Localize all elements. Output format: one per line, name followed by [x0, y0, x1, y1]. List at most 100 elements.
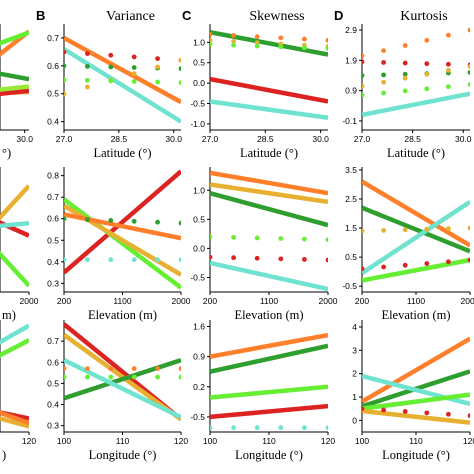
- series-dot: [108, 78, 114, 84]
- series-group: [210, 332, 328, 431]
- series-dot: [85, 374, 90, 380]
- x-tick-label: 2000: [20, 296, 39, 306]
- series-dot: [325, 237, 328, 243]
- series-dot: [362, 406, 365, 412]
- series-dot: [178, 257, 181, 263]
- series-dot: [278, 44, 284, 50]
- series-line: [0, 220, 29, 238]
- series-line: [64, 197, 181, 290]
- series-dot: [467, 64, 470, 69]
- series-dot: [231, 42, 237, 48]
- x-tick-label: 200: [203, 296, 217, 306]
- series-line: [64, 212, 181, 241]
- x-tick-label: 120: [321, 436, 335, 446]
- x-tick-label: 27.0: [354, 134, 371, 144]
- series-dot: [155, 374, 161, 380]
- series-dot: [362, 92, 365, 98]
- series-dot: [381, 264, 386, 270]
- series-dot: [362, 53, 365, 59]
- y-tick-label: 0.6: [47, 357, 59, 367]
- series-line: [0, 71, 29, 82]
- series-dot: [254, 43, 260, 49]
- panel-letter: B: [36, 8, 45, 23]
- series-dot: [64, 374, 67, 380]
- series-dot: [85, 51, 90, 56]
- series-dot: [446, 32, 451, 38]
- series-line: [362, 257, 470, 283]
- x-tick-label: 30.0: [16, 134, 33, 144]
- series-dot: [155, 219, 161, 225]
- series-dot: [302, 36, 307, 42]
- series-dot: [302, 425, 307, 431]
- y-tick-label: 0.5: [47, 235, 59, 245]
- series-dot: [131, 65, 137, 70]
- series-dot: [424, 261, 430, 266]
- series-dot: [178, 366, 181, 372]
- y-tick-label: 2.9: [345, 25, 357, 35]
- series-line: [210, 190, 328, 228]
- series-dot: [210, 41, 213, 47]
- x-tick-label: 110: [116, 436, 130, 446]
- y-tick-label: 1.0: [193, 37, 205, 47]
- y-tick-label: -0.5: [190, 412, 205, 422]
- series-dot: [381, 60, 386, 65]
- series-dot: [381, 407, 386, 413]
- x-axis-label: Elevation (m): [88, 308, 157, 322]
- series-dot: [108, 52, 114, 58]
- series-group: [362, 336, 470, 425]
- x-tick-label: 2000: [461, 296, 474, 306]
- panel-title: Kurtosis: [400, 9, 447, 24]
- series-dot: [424, 61, 430, 67]
- series-dot: [108, 366, 114, 372]
- x-tick-label: 2000: [172, 296, 191, 306]
- series-dot: [85, 64, 90, 69]
- y-tick-label: 0.0: [193, 243, 205, 253]
- series-line: [362, 200, 470, 275]
- series-dot: [362, 59, 365, 65]
- x-tick-label: 100: [203, 436, 217, 446]
- series-line: [0, 250, 29, 288]
- series-dot: [231, 255, 237, 261]
- y-tick-label: 0.3: [47, 421, 59, 431]
- x-tick-label: 1100: [407, 296, 426, 306]
- series-group: [210, 29, 328, 120]
- y-tick-label: 0.0: [193, 78, 205, 88]
- series-dot: [362, 228, 365, 234]
- x-tick-label: 110: [262, 436, 276, 446]
- series-dot: [210, 37, 213, 43]
- series-dot: [155, 56, 161, 61]
- y-tick-label: 0.5: [193, 58, 205, 68]
- series-line: [362, 408, 470, 425]
- series-dot: [381, 72, 386, 78]
- series-dot: [446, 84, 451, 90]
- x-axis-label: Latitude (°): [240, 146, 298, 160]
- x-axis-label-partial: m): [2, 308, 16, 322]
- y-tick-label: 0.2: [193, 382, 205, 392]
- x-axis-label: Longitude (°): [235, 448, 303, 462]
- panel-title: Skewness: [249, 9, 304, 24]
- x-tick-label: 100: [57, 436, 71, 446]
- series-dot: [467, 27, 470, 33]
- series-dot: [155, 79, 161, 85]
- series-dot: [254, 235, 260, 241]
- series-line: [362, 205, 470, 254]
- y-tick-label: 0.9: [193, 352, 205, 362]
- series-dot: [131, 374, 137, 380]
- series-line: [0, 410, 29, 421]
- series-dot: [131, 218, 137, 224]
- series-dot: [231, 234, 237, 240]
- series-dot: [467, 70, 470, 75]
- y-tick-label: 0.7: [47, 192, 59, 202]
- x-tick-label: 120: [22, 436, 36, 446]
- series-dot: [85, 84, 90, 90]
- series-dot: [302, 236, 307, 242]
- series-dot: [85, 77, 90, 83]
- series-dot: [424, 71, 430, 77]
- x-tick-label: 27.0: [56, 134, 73, 144]
- x-tick-label: 30.0: [312, 134, 329, 144]
- series-line: [64, 35, 181, 105]
- series-group: [210, 170, 328, 292]
- series-dot: [325, 425, 328, 431]
- x-axis-label: Longitude (°): [89, 448, 157, 462]
- series-line: [210, 29, 328, 57]
